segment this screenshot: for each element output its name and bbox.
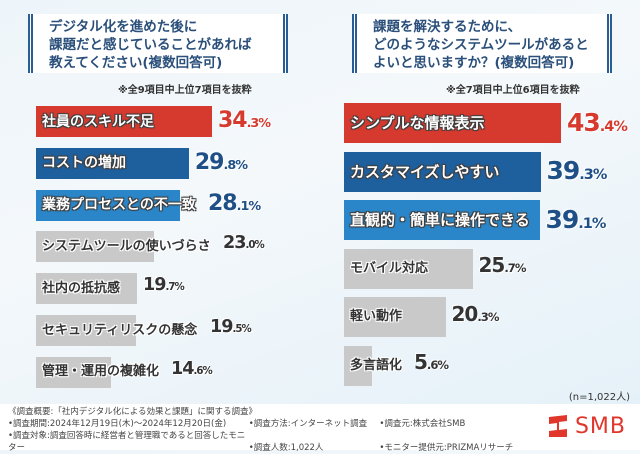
bar-label: 業務プロセスとの不一致 [42,197,196,214]
bar-label: 管理・運用の複雑化 [42,364,160,380]
question-line: よいと思いますか？(複数回答可) [373,55,575,71]
survey-method: •調査方法:インターネット調査 [248,419,368,429]
smb-logo-text: SMB [574,413,626,439]
value-label: 43.4% [567,107,628,137]
value-label: 19.5% [210,316,252,337]
bar-label: カスタマイズしやすい [350,162,500,181]
note-right: ※全7項目中上位6項目を抜粋 [446,85,580,96]
question-box-left: デジタル化を進めた後に 課題だと感じていることがあれば 教えてください(複数回答… [28,14,288,73]
smb-logo: SMB [545,413,626,439]
bar-label: 社員のスキル不足 [42,113,154,130]
bar [36,273,138,305]
bar [36,147,189,179]
bar-label: コストの増加 [42,155,126,172]
bar [344,297,446,337]
bar-label: 社内の抵抗感 [42,280,121,296]
survey-count: •調査人数:1,022人 [248,443,324,453]
value-label: 19.7% [143,275,185,296]
bar-label: シンプルな情報表示 [350,114,485,132]
bar [36,315,137,346]
bar [36,189,181,221]
sample-size: (n=1,022人) [568,392,630,403]
bar-label: 直観的・簡単に操作できる [350,211,530,229]
value-label: 39.3% [546,156,608,185]
bar [36,231,154,263]
question-line: 教えてください(複数回答可) [49,55,223,71]
question-line: 課題を解決するために、 [373,19,522,35]
bar-label: モバイル対応 [350,260,429,276]
bar [344,103,561,143]
question-line: デジタル化を進めた後に [49,19,198,35]
bar-label: 軽い動作 [350,309,403,324]
value-label: 14.6% [171,358,213,379]
question-line: どのようなシステムツールがあると [373,37,589,53]
value-label: 34.3% [217,107,271,133]
survey-summary: 《調査概要:「社内デジタル化による効果と課題」に関する調査》 [8,407,257,417]
bar [344,345,372,386]
note-left: ※全9項目中上位7項目を抜粋 [118,85,252,96]
survey-period: •調査期間:2024年12月19日(木)～2024年12月20日(金) [8,419,227,429]
survey-provider: •モニター提供元:PRIZMAリサーチ [379,443,514,453]
survey-target: •調査対象:調査回答時に経営者と管理職であると回答したモニター [8,431,246,453]
value-label: 28.1% [208,191,261,217]
value-label: 39.1% [545,204,607,234]
bar [344,200,540,240]
bar [36,356,111,388]
smb-logo-icon [548,415,567,437]
value-label: 29.8% [194,149,248,175]
value-label: 5.6% [414,350,449,374]
question-box-right: 課題を解決するために、 どのようなシステムツールがあると よいと思いますか？(複… [352,14,612,73]
bar [36,106,212,137]
question-line: 課題だと感じていることがあれば [49,37,252,53]
survey-footer: 《調査概要:「社内デジタル化による効果と課題」に関する調査》 •調査期間:202… [0,404,640,453]
value-label: 23.0% [223,233,265,254]
bar [344,248,473,289]
bar-label: 多言語化 [350,357,403,373]
bar [344,151,541,192]
value-label: 25.7% [478,253,527,277]
survey-source: •調査元:株式会社SMB [379,419,466,429]
value-label: 20.3% [451,301,500,326]
bar-label: セキュリティリスクの懸念 [42,322,198,338]
bar-label: システムツールの使いづらさ [42,238,211,254]
